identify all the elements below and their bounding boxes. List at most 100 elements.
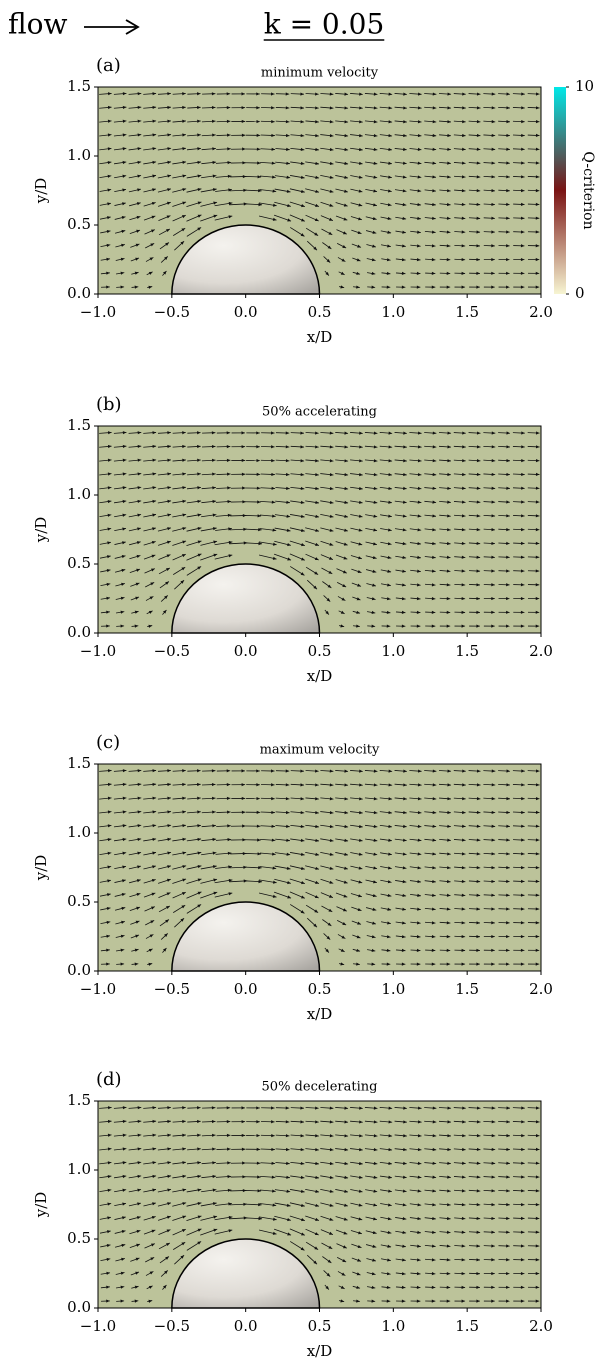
flow-vector-head	[551, 528, 555, 531]
flow-vector-head	[551, 175, 555, 178]
x-axis-label: x/D	[307, 328, 333, 346]
flow-vector-head	[551, 459, 555, 462]
x-tick-label: 2.0	[529, 303, 553, 321]
y-tick-label: 0.5	[67, 554, 91, 572]
x-tick-label: −1.0	[80, 1317, 116, 1335]
x-tick-label: 2.0	[529, 980, 553, 998]
flow-vector-head	[551, 1244, 555, 1247]
flow-vector-head	[551, 1272, 555, 1275]
flow-vector-head	[551, 1231, 555, 1234]
flow-vector-head	[551, 963, 555, 966]
y-tick-label: 1.0	[67, 1160, 91, 1178]
flow-vector-head	[551, 1175, 555, 1178]
flow-label: flow	[8, 8, 68, 41]
x-tick-label: 0.5	[308, 980, 332, 998]
flow-vector-head	[551, 769, 555, 772]
x-tick-label: 1.0	[381, 303, 405, 321]
flow-vector-head	[551, 230, 555, 233]
flow-arrow	[84, 20, 138, 34]
flow-vector-head	[551, 1162, 555, 1165]
flow-vector-head	[551, 569, 555, 572]
y-tick-label: 1.5	[67, 1091, 91, 1109]
flow-vector-head	[551, 431, 555, 434]
flow-vector-head	[551, 894, 555, 897]
flow-vector-head	[551, 92, 555, 95]
x-axis-label: x/D	[307, 1342, 333, 1360]
flow-vector-head	[551, 473, 555, 476]
x-tick-label: 2.0	[529, 642, 553, 660]
x-tick-label: 0.5	[308, 642, 332, 660]
x-tick-label: 0.5	[308, 1317, 332, 1335]
y-tick-label: 0.5	[67, 892, 91, 910]
flow-vector-head	[551, 134, 555, 137]
y-tick-label: 1.0	[67, 823, 91, 841]
flow-vector-head	[551, 148, 555, 151]
panel-title: 50% decelerating	[262, 1080, 378, 1095]
x-tick-label: −0.5	[154, 1317, 190, 1335]
panel-title: maximum velocity	[260, 743, 380, 758]
x-tick-label: 0.0	[234, 642, 258, 660]
panel-title: minimum velocity	[261, 66, 379, 81]
flow-vector-head	[551, 611, 555, 614]
panel-label: (d)	[96, 1069, 122, 1090]
x-tick-label: −0.5	[154, 980, 190, 998]
flow-vector-head	[551, 949, 555, 952]
y-tick-label: 1.0	[67, 146, 91, 164]
x-tick-label: 1.5	[455, 642, 479, 660]
flow-vector-head	[551, 487, 555, 490]
flow-vector-head	[551, 935, 555, 938]
flow-vector-head	[551, 625, 555, 628]
panel-title: 50% accelerating	[262, 405, 377, 420]
x-tick-label: 2.0	[529, 1317, 553, 1335]
y-axis-label: y/D	[32, 855, 50, 882]
x-tick-label: 1.0	[381, 642, 405, 660]
y-tick-label: 1.0	[67, 485, 91, 503]
y-axis-label: y/D	[32, 517, 50, 544]
flow-vector-head	[551, 272, 555, 275]
colorbar-tick-label: 0	[575, 284, 585, 302]
flow-vector-head	[551, 880, 555, 883]
flow-vector-head	[551, 203, 555, 206]
colorbar-tick-label: 10	[575, 77, 594, 95]
flow-vector-head	[551, 161, 555, 164]
y-tick-label: 0.5	[67, 215, 91, 233]
y-tick-label: 0.0	[67, 1298, 91, 1316]
y-tick-label: 0.0	[67, 623, 91, 641]
panel-label: (b)	[96, 394, 122, 415]
flow-vector-head	[551, 866, 555, 869]
panel-label: (a)	[96, 55, 121, 76]
flow-vector-head	[551, 106, 555, 109]
y-axis-label: y/D	[32, 1192, 50, 1219]
flow-vector-head	[551, 286, 555, 289]
flow-vector-head	[551, 120, 555, 123]
x-tick-label: −0.5	[154, 642, 190, 660]
x-tick-label: −0.5	[154, 303, 190, 321]
flow-vector-head	[551, 500, 555, 503]
flow-vector-head	[551, 189, 555, 192]
flow-vector-head	[551, 1217, 555, 1220]
x-tick-label: −1.0	[80, 303, 116, 321]
flow-vector-head	[551, 1148, 555, 1151]
flow-vector-head	[551, 542, 555, 545]
x-tick-label: 0.0	[234, 1317, 258, 1335]
y-tick-label: 0.0	[67, 284, 91, 302]
y-tick-label: 1.5	[67, 416, 91, 434]
x-tick-label: 1.5	[455, 980, 479, 998]
flow-vector-head	[551, 825, 555, 828]
flow-vector-head	[551, 244, 555, 247]
flow-vector-head	[551, 258, 555, 261]
x-tick-label: 1.0	[381, 1317, 405, 1335]
x-tick-label: 0.5	[308, 303, 332, 321]
y-tick-label: 1.5	[67, 77, 91, 95]
flow-vector-head	[551, 1120, 555, 1123]
flow-vector-head	[551, 1203, 555, 1206]
flow-vector-head	[551, 1300, 555, 1303]
x-tick-label: 1.5	[455, 303, 479, 321]
x-tick-label: 1.5	[455, 1317, 479, 1335]
flow-vector-head	[551, 597, 555, 600]
flow-vector-head	[551, 907, 555, 910]
flow-vector-head	[551, 783, 555, 786]
colorbar	[554, 87, 566, 294]
flow-vector-head	[551, 556, 555, 559]
